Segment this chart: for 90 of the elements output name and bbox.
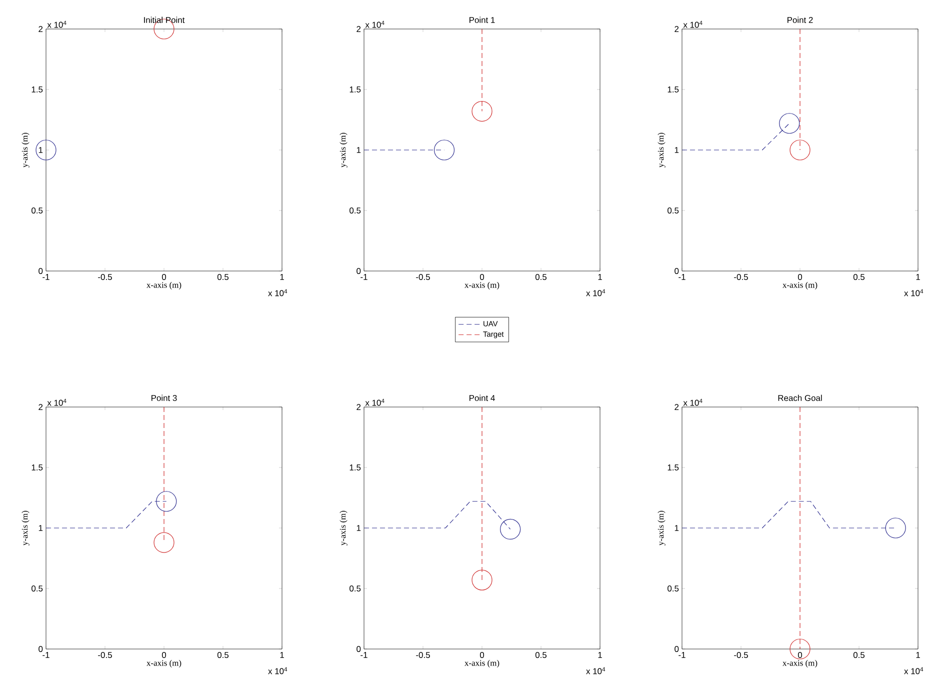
x-axis-title: x-axis (m) [782,282,818,290]
y-tick-label: 1 [38,147,43,153]
chart-title: Point 3 [152,394,177,401]
y-tick-label: 1.5 [32,86,43,92]
x-tick-label: -1 [360,652,368,658]
chart-title: Point 1 [470,16,495,23]
text: x 10$^{4}$ [365,398,384,406]
y-tick-label: 0 [674,268,679,274]
x-tick-label: 0.5 [853,652,865,658]
text: x 10$^{4}$ [683,20,702,28]
text: x 10$^{4}$ [586,667,606,674]
x-tick-label: 0.5 [217,652,229,658]
y-axis-title: y-axis (m) [340,510,348,546]
y-axis-title: y-axis (m) [658,510,666,546]
x-tick-label: -0.5 [98,274,112,280]
chart-title: Point 2 [788,16,813,23]
x-axis-title: x-axis (m) [464,660,500,668]
y-tick-label: 1.5 [350,464,361,470]
x-tick-label: -0.5 [734,274,748,280]
text: x 10$^{4}$ [904,667,924,674]
x-tick-label: 1 [598,652,602,658]
y-tick-label: 2 [356,26,361,32]
text: x 10$^{4}$ [904,289,924,296]
x-tick-label: 1 [598,274,602,280]
y-tick-label: 0 [356,268,361,274]
y-tick-label: 2 [674,26,679,32]
x-axis-title: x-axis (m) [782,660,818,668]
y-tick-label: 2 [356,404,361,410]
y-axis-title: y-axis (m) [22,510,30,546]
text: x 10$^{4}$ [683,398,702,406]
text: x 10$^{4}$ [268,289,288,296]
x-tick-label: -1 [678,274,686,280]
text: x 10$^{4}$ [365,20,384,28]
y-tick-label: 1.5 [668,464,679,470]
y-tick-label: 1.5 [668,86,679,92]
y-tick-label: 2 [38,26,43,32]
x-tick-label: 0 [162,274,166,280]
y-axis-title: y-axis (m) [22,132,30,168]
x-tick-label: -0.5 [416,274,430,280]
x-tick-label: -0.5 [98,652,112,658]
x-axis-title: x-axis (m) [146,660,182,668]
y-tick-label: 0.5 [350,208,361,214]
x-tick-label: 0.5 [535,652,547,658]
chart-title: Point 4 [470,394,495,401]
x-tick-label: 0.5 [853,274,865,280]
y-tick-label: 0.5 [668,208,679,214]
y-tick-label: 0 [674,646,679,652]
x-tick-label: 1 [916,652,920,658]
y-tick-label: 0.5 [668,586,679,592]
y-tick-label: 0 [38,646,43,652]
x-tick-label: -0.5 [734,652,748,658]
y-tick-label: 0.5 [32,208,43,214]
y-tick-label: 2 [38,404,43,410]
x-tick-label: 1 [280,274,284,280]
x-tick-label: 1 [916,274,920,280]
y-tick-label: 0 [38,268,43,274]
x-tick-label: 1 [280,652,284,658]
x-tick-label: -0.5 [416,652,430,658]
y-tick-label: 0.5 [32,586,43,592]
y-tick-label: 1 [674,525,679,531]
y-tick-label: 1.5 [350,86,361,92]
x-tick-label: 0.5 [535,274,547,280]
x-tick-label: 0 [798,274,802,280]
x-tick-label: 0 [480,274,484,280]
x-tick-label: -1 [42,652,50,658]
x-tick-label: -1 [360,274,368,280]
x-axis-title: x-axis (m) [146,282,182,290]
x-tick-label: -1 [678,652,686,658]
y-tick-label: 1 [356,525,361,531]
text: x 10$^{4}$ [47,398,66,406]
x-tick-label: 0 [480,652,484,658]
x-tick-label: 0 [162,652,166,658]
x-axis-title: x-axis (m) [464,282,500,290]
x-tick-label: 0 [798,652,802,658]
text: x 10$^{4}$ [47,20,66,28]
y-tick-label: 1 [674,147,679,153]
y-tick-label: 0.5 [350,586,361,592]
x-tick-label: 0.5 [217,274,229,280]
y-tick-label: 0 [356,646,361,652]
y-axis-title: y-axis (m) [340,132,348,168]
x-tick-label: -1 [42,274,50,280]
chart-title: Reach Goal [778,394,822,401]
chart-title: Initial Point [144,16,185,23]
text: x 10$^{4}$ [586,289,606,296]
text: x 10$^{4}$ [268,667,288,674]
y-axis-title: y-axis (m) [658,132,666,168]
y-tick-label: 2 [674,404,679,410]
y-tick-label: 1 [356,147,361,153]
y-tick-label: 1 [38,525,43,531]
y-tick-label: 1.5 [32,464,43,470]
